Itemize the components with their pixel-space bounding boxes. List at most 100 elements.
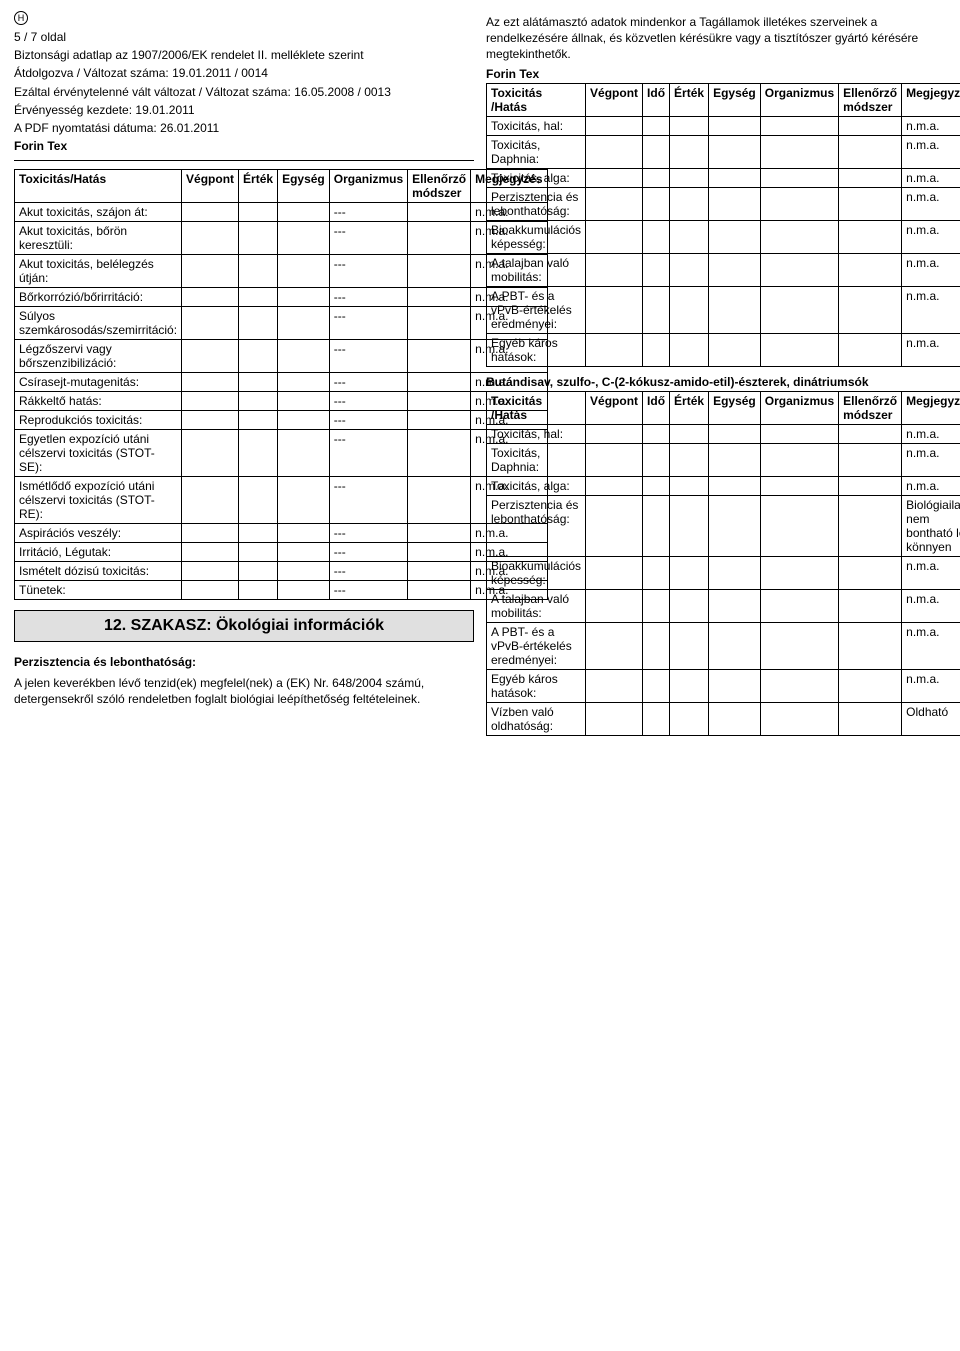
table-cell: Toxicitás, alga:	[487, 168, 586, 187]
table-cell	[709, 187, 761, 220]
table-cell	[670, 556, 709, 589]
table-cell	[586, 220, 643, 253]
table-cell: n.m.a.	[902, 253, 960, 286]
table-cell	[239, 222, 278, 255]
table-row: Toxicitás, alga:n.m.a.	[487, 168, 960, 187]
table-row: Bioakkumulációs képesség:n.m.a.	[487, 556, 960, 589]
table-row: Ismétlődő expozíció utáni célszervi toxi…	[15, 477, 548, 524]
table-cell: Akut toxicitás, belélegzés útján:	[15, 255, 182, 288]
table-cell	[408, 581, 471, 600]
table-cell: ---	[329, 340, 407, 373]
table-cell	[239, 411, 278, 430]
table-cell	[586, 135, 643, 168]
table-cell: ---	[329, 255, 407, 288]
th: Végpont	[586, 83, 643, 116]
th: Organizmus	[760, 83, 838, 116]
table-cell	[182, 477, 239, 524]
table-cell	[709, 424, 761, 443]
table-cell: Ismételt dózisú toxicitás:	[15, 562, 182, 581]
table-cell	[182, 288, 239, 307]
table-cell	[182, 524, 239, 543]
table-cell	[586, 669, 643, 702]
table-row: Ismételt dózisú toxicitás:---n.m.a.	[15, 562, 548, 581]
table-row: Akut toxicitás, belélegzés útján:---n.m.…	[15, 255, 548, 288]
th: Idő	[643, 83, 670, 116]
th: Érték	[670, 391, 709, 424]
th: Idő	[643, 391, 670, 424]
table-row: A talajban való mobilitás: n.m.a.	[487, 253, 960, 286]
table-cell	[839, 253, 902, 286]
table-cell	[670, 116, 709, 135]
table-row: Egyetlen expozíció utáni célszervi toxic…	[15, 430, 548, 477]
table-cell: n.m.a.	[902, 116, 960, 135]
th: Toxicitás /Hatás	[487, 83, 586, 116]
table-row: Reprodukciós toxicitás:---n.m.a.	[15, 411, 548, 430]
table-cell	[670, 669, 709, 702]
table-cell	[709, 669, 761, 702]
table-cell	[670, 476, 709, 495]
header-line-1: Biztonsági adatlap az 1907/2006/EK rende…	[14, 47, 474, 63]
persistence-text: A jelen keverékben lévő tenzid(ek) megfe…	[14, 675, 474, 707]
table-cell: n.m.a.	[902, 622, 960, 669]
table-cell	[239, 373, 278, 392]
table-cell	[643, 135, 670, 168]
table-cell	[643, 476, 670, 495]
table-cell	[586, 116, 643, 135]
table-cell: ---	[329, 562, 407, 581]
th: Egység	[709, 83, 761, 116]
table-cell: n.m.a.	[902, 286, 960, 333]
th: Egység	[709, 391, 761, 424]
table-cell	[709, 135, 761, 168]
table-cell	[709, 168, 761, 187]
table-row: Aspirációs veszély:---n.m.a.	[15, 524, 548, 543]
table-cell	[670, 220, 709, 253]
page-number: 5 / 7 oldal	[14, 29, 474, 45]
table-cell	[408, 373, 471, 392]
table-cell: ---	[329, 411, 407, 430]
table-row: Toxicitás, hal:n.m.a.	[487, 116, 960, 135]
th: Toxicitás/Hatás	[15, 170, 182, 203]
table-cell	[670, 187, 709, 220]
table-cell: Ismétlődő expozíció utáni célszervi toxi…	[15, 477, 182, 524]
table-cell	[760, 116, 838, 135]
table-cell: Akut toxicitás, szájon át:	[15, 203, 182, 222]
table-cell: Aspirációs veszély:	[15, 524, 182, 543]
table-cell	[643, 187, 670, 220]
table-cell: ---	[329, 477, 407, 524]
table-row: Perzisztencia és lebonthatóság:Biológiai…	[487, 495, 960, 556]
table-cell: Biológiailag nem bontható le könnyen	[902, 495, 960, 556]
table-cell: A talajban való mobilitás:	[487, 589, 586, 622]
table-row: Toxicitás, Daphnia:n.m.a.	[487, 135, 960, 168]
table-cell: n.m.a.	[902, 424, 960, 443]
th: Organizmus	[760, 391, 838, 424]
table-cell	[670, 702, 709, 735]
table-cell: Toxicitás, hal:	[487, 424, 586, 443]
th: Ellenőrző módszer	[839, 83, 902, 116]
table-cell: A talajban való mobilitás:	[487, 253, 586, 286]
th: Végpont	[586, 391, 643, 424]
table-cell	[182, 543, 239, 562]
table-cell	[239, 477, 278, 524]
table-cell	[586, 495, 643, 556]
table-cell	[760, 495, 838, 556]
table-cell	[760, 669, 838, 702]
table-cell	[586, 253, 643, 286]
table-cell	[278, 288, 330, 307]
table-cell	[586, 622, 643, 669]
table-cell	[709, 286, 761, 333]
table-cell: Toxicitás, Daphnia:	[487, 135, 586, 168]
table-cell	[182, 392, 239, 411]
th: Érték	[239, 170, 278, 203]
table-cell	[643, 622, 670, 669]
th: Végpont	[182, 170, 239, 203]
table-cell	[643, 556, 670, 589]
table-cell: Oldható	[902, 702, 960, 735]
table-cell: Légzőszervi vagy bőrszenzibilizáció:	[15, 340, 182, 373]
table-cell	[760, 476, 838, 495]
table-cell	[839, 168, 902, 187]
table-cell	[278, 222, 330, 255]
th: Ellenőrző módszer	[408, 170, 471, 203]
table-cell	[278, 340, 330, 373]
table-cell: Rákkeltő hatás:	[15, 392, 182, 411]
table-cell	[586, 443, 643, 476]
